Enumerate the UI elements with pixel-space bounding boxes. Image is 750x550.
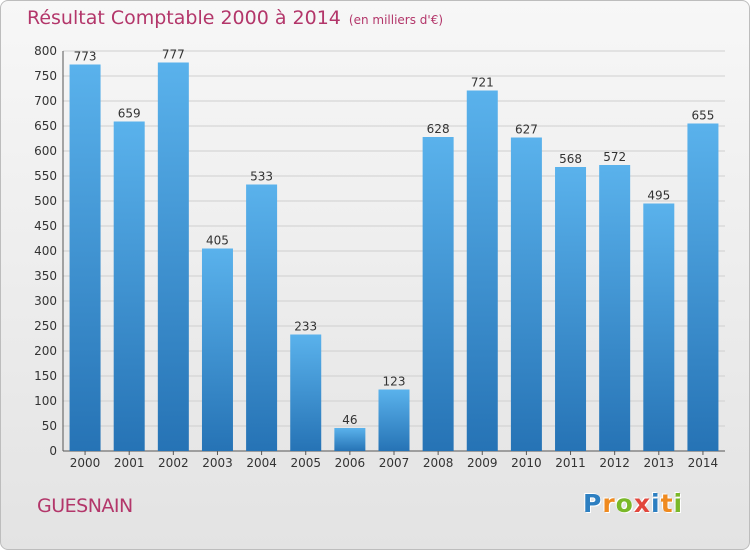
y-tick-label: 450 (34, 219, 57, 233)
data-label: 123 (383, 375, 406, 389)
y-tick-label: 350 (34, 269, 57, 283)
bar (69, 64, 101, 451)
data-label: 659 (118, 107, 141, 121)
y-tick-label: 200 (34, 344, 57, 358)
bars (69, 62, 719, 451)
y-tick-label: 100 (34, 394, 57, 408)
x-tick-label: 2008 (423, 456, 454, 470)
y-tick-label: 700 (34, 94, 57, 108)
x-tick-label: 2002 (158, 456, 189, 470)
y-tick-label: 650 (34, 119, 57, 133)
x-tick-label: 2004 (246, 456, 277, 470)
x-tick-label: 2007 (379, 456, 410, 470)
bar (378, 389, 410, 451)
bar (113, 121, 145, 451)
bar (555, 167, 587, 451)
x-tick-label: 2009 (467, 456, 498, 470)
y-tick-label: 150 (34, 369, 57, 383)
bar (334, 428, 366, 451)
y-tick-label: 250 (34, 319, 57, 333)
y-tick-label: 500 (34, 194, 57, 208)
x-tick-labels: 2000 2001 2002 2003 2004 2005 2006 2007 2008 2009… (70, 456, 718, 470)
y-tick-label: 300 (34, 294, 57, 308)
chart-title: Résultat Comptable 2000 à 2014 (27, 7, 341, 29)
x-tick-label: 2001 (114, 456, 145, 470)
data-labels: 773 659 777 405 533 233 46 123 628 721 627 568 572 49… (74, 48, 715, 428)
x-tick-label: 2003 (202, 456, 233, 470)
x-tick-label: 2005 (290, 456, 321, 470)
bar (246, 184, 278, 451)
logo-letter: i (673, 489, 684, 518)
data-label: 627 (515, 123, 538, 137)
proxiti-logo: Proxiti (583, 489, 683, 518)
x-tick-label: 2013 (644, 456, 675, 470)
data-label: 777 (162, 48, 185, 62)
bar (510, 137, 542, 451)
data-label: 655 (691, 109, 714, 123)
x-tick-label: 2012 (599, 456, 630, 470)
x-tick-label: 2006 (335, 456, 366, 470)
y-tick-label: 800 (34, 44, 57, 58)
bar (157, 62, 189, 451)
x-tick-label: 2014 (688, 456, 719, 470)
bar (201, 248, 233, 451)
commune-name: GUESNAIN (37, 495, 133, 517)
y-tick-labels: 0 50 100 150 200 250 300 350 400 450 500 550 600 650 7… (34, 44, 57, 458)
title-line: Résultat Comptable 2000 à 2014 (en millie… (27, 7, 443, 29)
y-tick-label: 50 (42, 419, 57, 433)
logo-letter: x (633, 489, 651, 518)
bar (290, 334, 322, 451)
data-label: 533 (250, 170, 273, 184)
x-tick-label: 2010 (511, 456, 542, 470)
bar (466, 90, 498, 451)
logo-letter: o (615, 489, 634, 518)
y-tick-label: 750 (34, 69, 57, 83)
x-tick-label: 2000 (70, 456, 101, 470)
y-tick-label: 400 (34, 244, 57, 258)
y-tick-label: 600 (34, 144, 57, 158)
data-label: 495 (647, 189, 670, 203)
bar (422, 137, 454, 451)
chart-unit-note: (en milliers d'€) (348, 13, 444, 27)
data-label: 233 (294, 320, 317, 334)
data-label: 46 (342, 413, 357, 427)
logo-letter: r (602, 489, 616, 518)
data-label: 773 (74, 50, 97, 64)
y-tick-label: 550 (34, 169, 57, 183)
data-label: 572 (603, 150, 626, 164)
y-tick-label: 0 (49, 444, 57, 458)
logo-letter: i (651, 489, 661, 518)
logo-letter: t (660, 489, 674, 518)
bar (687, 123, 719, 451)
data-label: 628 (427, 122, 450, 136)
logo-letter: P (583, 489, 603, 518)
data-label: 405 (206, 234, 229, 248)
data-label: 568 (559, 152, 582, 166)
bar (643, 203, 675, 451)
x-tick-label: 2011 (555, 456, 586, 470)
data-label: 721 (471, 76, 494, 90)
bar (599, 165, 631, 451)
